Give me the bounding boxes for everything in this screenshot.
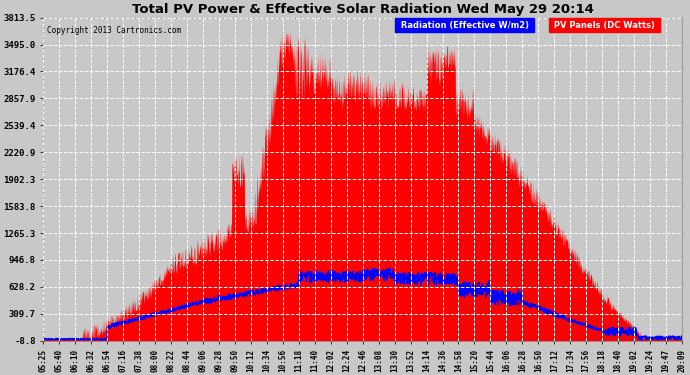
Title: Total PV Power & Effective Solar Radiation Wed May 29 20:14: Total PV Power & Effective Solar Radiati… — [132, 3, 593, 16]
Text: PV Panels (DC Watts): PV Panels (DC Watts) — [551, 21, 658, 30]
Text: Copyright 2013 Cartronics.com: Copyright 2013 Cartronics.com — [46, 26, 181, 35]
Text: Radiation (Effective W/m2): Radiation (Effective W/m2) — [398, 21, 532, 30]
